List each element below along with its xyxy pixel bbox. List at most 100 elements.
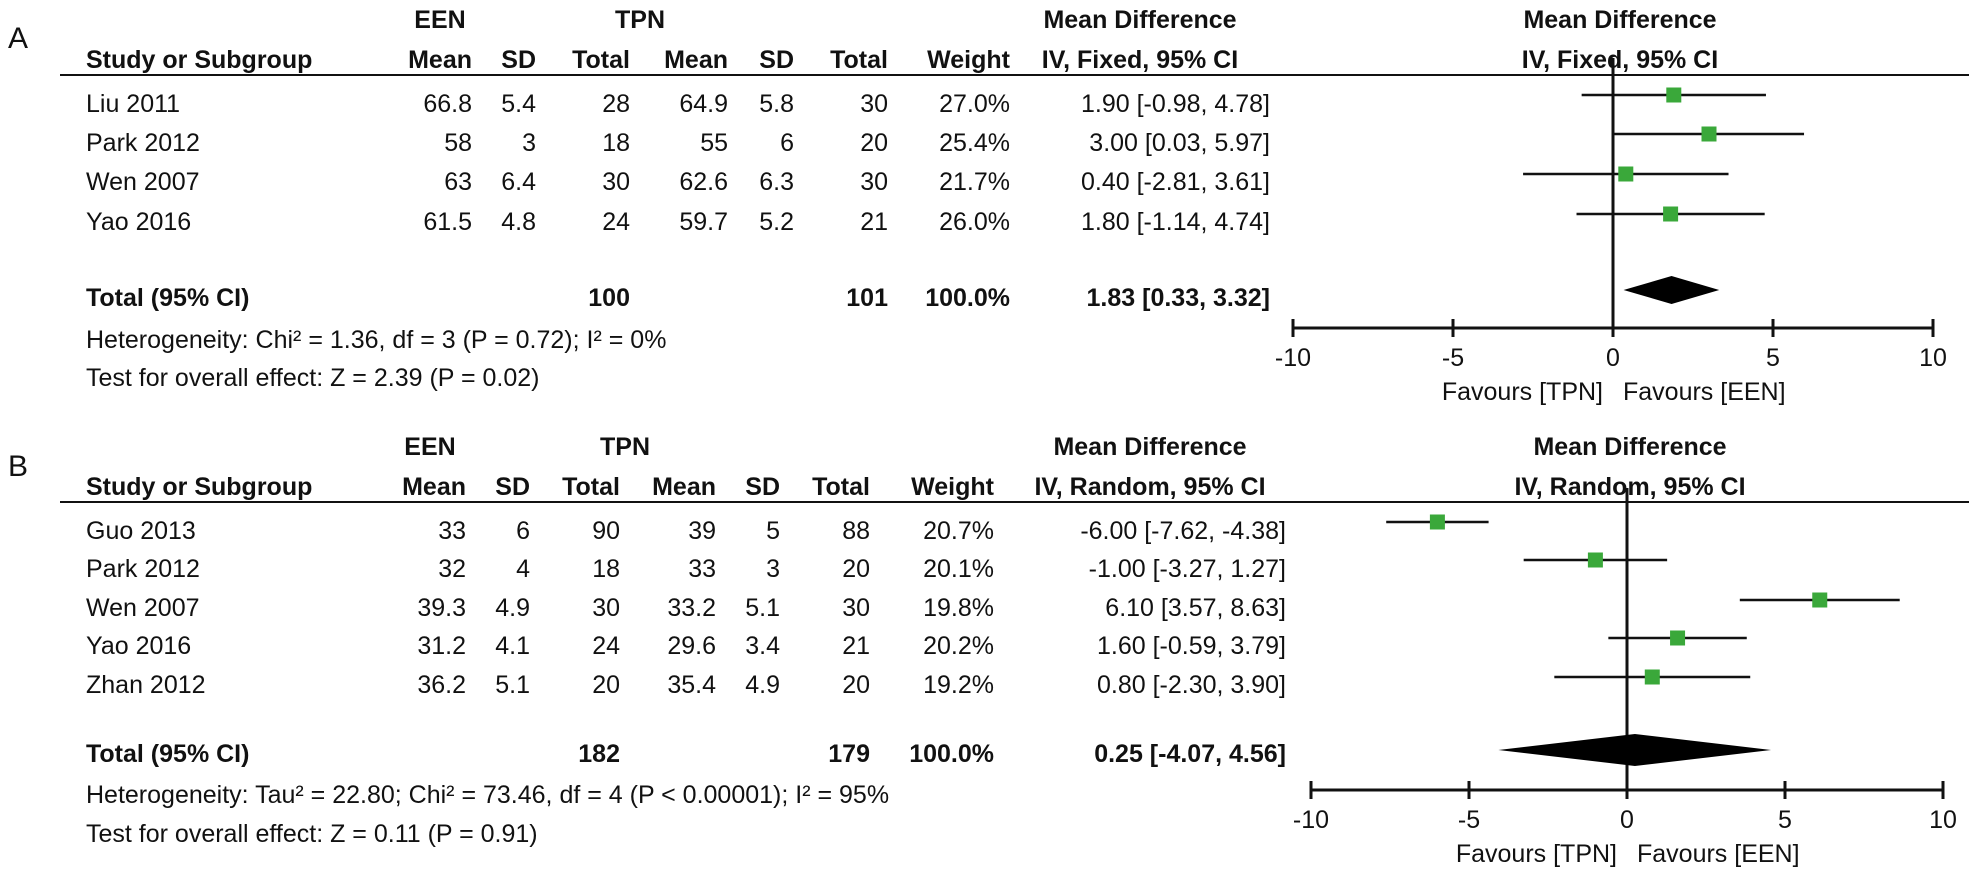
een-mean: 63 bbox=[444, 168, 472, 196]
een-sd: 6 bbox=[516, 517, 530, 545]
tpn-total: 30 bbox=[842, 594, 870, 622]
effect-ci: 6.10 [3.57, 8.63] bbox=[1105, 594, 1286, 622]
een-sd: 4.8 bbox=[501, 208, 536, 236]
x-tick-label: 0 bbox=[1620, 806, 1634, 834]
effect-ci: 1.60 [-0.59, 3.79] bbox=[1096, 632, 1286, 660]
group-header-experimental: EEN bbox=[404, 433, 456, 461]
favours-right-label: Favours [EEN] bbox=[1637, 840, 1800, 868]
tpn-mean: 62.6 bbox=[679, 168, 728, 196]
tpn-total: 88 bbox=[842, 517, 870, 545]
weight: 20.2% bbox=[923, 632, 994, 660]
een-total-header: Total bbox=[562, 473, 620, 501]
study-name: Yao 2016 bbox=[86, 632, 192, 660]
total-label: Total (95% CI) bbox=[86, 284, 250, 312]
een-sd-header: SD bbox=[501, 46, 536, 74]
weight: 25.4% bbox=[939, 129, 1010, 157]
een-total: 18 bbox=[602, 129, 630, 157]
x-tick-label: 5 bbox=[1778, 806, 1792, 834]
tpn-sd: 5.2 bbox=[759, 208, 794, 236]
total-een-n: 100 bbox=[588, 284, 630, 312]
een-mean: 58 bbox=[444, 129, 472, 157]
panel-label: B bbox=[8, 450, 29, 483]
weight: 19.2% bbox=[923, 671, 994, 699]
tpn-total-header: Total bbox=[812, 473, 870, 501]
tpn-mean-header: Mean bbox=[652, 473, 716, 501]
study-name: Park 2012 bbox=[86, 555, 200, 583]
een-mean: 32 bbox=[438, 555, 466, 583]
tpn-mean: 39 bbox=[688, 517, 716, 545]
weight: 20.7% bbox=[923, 517, 994, 545]
een-total: 24 bbox=[602, 208, 630, 236]
effect-column-title: Mean Difference bbox=[1043, 6, 1237, 34]
header-rule bbox=[60, 501, 1969, 503]
x-tick-label: 10 bbox=[1919, 344, 1947, 372]
tpn-total: 21 bbox=[860, 208, 888, 236]
tpn-mean: 35.4 bbox=[667, 671, 716, 699]
effect-ci: 0.40 [-2.81, 3.61] bbox=[1080, 168, 1270, 196]
plot-method-header: IV, Fixed, 95% CI bbox=[1521, 46, 1719, 74]
study-column-header: Study or Subgroup bbox=[86, 46, 313, 74]
x-tick-label: -10 bbox=[1275, 344, 1311, 372]
effect-method-header: IV, Fixed, 95% CI bbox=[1041, 46, 1239, 74]
een-mean-header: Mean bbox=[402, 473, 466, 501]
effect-marker bbox=[1587, 552, 1603, 568]
tpn-sd: 4.9 bbox=[745, 671, 780, 699]
total-tpn-n: 179 bbox=[828, 740, 870, 768]
total-label: Total (95% CI) bbox=[86, 740, 250, 768]
tpn-mean: 29.6 bbox=[667, 632, 716, 660]
effect-marker bbox=[1663, 206, 1679, 222]
heterogeneity-stat: Heterogeneity: Tau² = 22.80; Chi² = 73.4… bbox=[86, 781, 890, 809]
forest-plot-panel-b: B EEN TPN Mean Difference Mean Differenc… bbox=[0, 430, 1969, 872]
weight-header: Weight bbox=[911, 473, 994, 501]
plot-column-title: Mean Difference bbox=[1523, 6, 1717, 34]
effect-marker bbox=[1812, 592, 1828, 608]
een-total: 90 bbox=[592, 517, 620, 545]
favours-left-label: Favours [TPN] bbox=[1442, 378, 1603, 406]
effect-marker bbox=[1429, 514, 1445, 530]
overall-effect-stat: Test for overall effect: Z = 2.39 (P = 0… bbox=[86, 364, 540, 392]
een-sd-header: SD bbox=[495, 473, 530, 501]
een-sd: 5.4 bbox=[501, 90, 536, 118]
study-name: Wen 2007 bbox=[86, 594, 200, 622]
tpn-mean: 59.7 bbox=[679, 208, 728, 236]
x-tick-label: -5 bbox=[1458, 806, 1480, 834]
tpn-total: 20 bbox=[860, 129, 888, 157]
study-column-header: Study or Subgroup bbox=[86, 473, 313, 501]
een-mean: 36.2 bbox=[417, 671, 466, 699]
x-tick-label: 5 bbox=[1766, 344, 1780, 372]
effect-ci: 3.00 [0.03, 5.97] bbox=[1089, 129, 1270, 157]
een-sd: 4.1 bbox=[495, 632, 530, 660]
total-weight: 100.0% bbox=[909, 740, 994, 768]
een-sd: 3 bbox=[522, 129, 536, 157]
pooled-effect-diamond bbox=[1498, 734, 1772, 766]
forest-plot-a: -10 -5 0 5 10 Favours [TPN] Favours [EEN] bbox=[1275, 58, 1947, 406]
effect-ci: -1.00 [-3.27, 1.27] bbox=[1088, 555, 1286, 583]
total-effect-ci: 1.83 [0.33, 3.32] bbox=[1086, 284, 1270, 312]
tpn-total: 30 bbox=[860, 168, 888, 196]
tpn-total: 20 bbox=[842, 555, 870, 583]
favours-right-label: Favours [EEN] bbox=[1623, 378, 1786, 406]
plot-method-header: IV, Random, 95% CI bbox=[1514, 473, 1746, 501]
een-mean: 39.3 bbox=[417, 594, 466, 622]
overall-effect-stat: Test for overall effect: Z = 0.11 (P = 0… bbox=[86, 820, 538, 848]
plot-column-title: Mean Difference bbox=[1533, 433, 1727, 461]
een-mean: 66.8 bbox=[423, 90, 472, 118]
tpn-total: 20 bbox=[842, 671, 870, 699]
effect-column-title: Mean Difference bbox=[1053, 433, 1247, 461]
effect-marker bbox=[1618, 166, 1634, 182]
tpn-mean: 55 bbox=[700, 129, 728, 157]
effect-marker bbox=[1670, 630, 1686, 646]
weight: 26.0% bbox=[939, 208, 1010, 236]
tpn-sd: 5 bbox=[766, 517, 780, 545]
tpn-mean: 64.9 bbox=[679, 90, 728, 118]
effect-ci: 1.80 [-1.14, 4.74] bbox=[1080, 208, 1270, 236]
total-weight: 100.0% bbox=[925, 284, 1010, 312]
een-total: 30 bbox=[592, 594, 620, 622]
header-rule bbox=[60, 74, 1969, 76]
total-een-n: 182 bbox=[578, 740, 620, 768]
tpn-total-header: Total bbox=[830, 46, 888, 74]
tpn-mean: 33 bbox=[688, 555, 716, 583]
study-name: Liu 2011 bbox=[86, 90, 181, 118]
study-name: Zhan 2012 bbox=[86, 671, 206, 699]
group-header-experimental: EEN bbox=[414, 6, 466, 34]
